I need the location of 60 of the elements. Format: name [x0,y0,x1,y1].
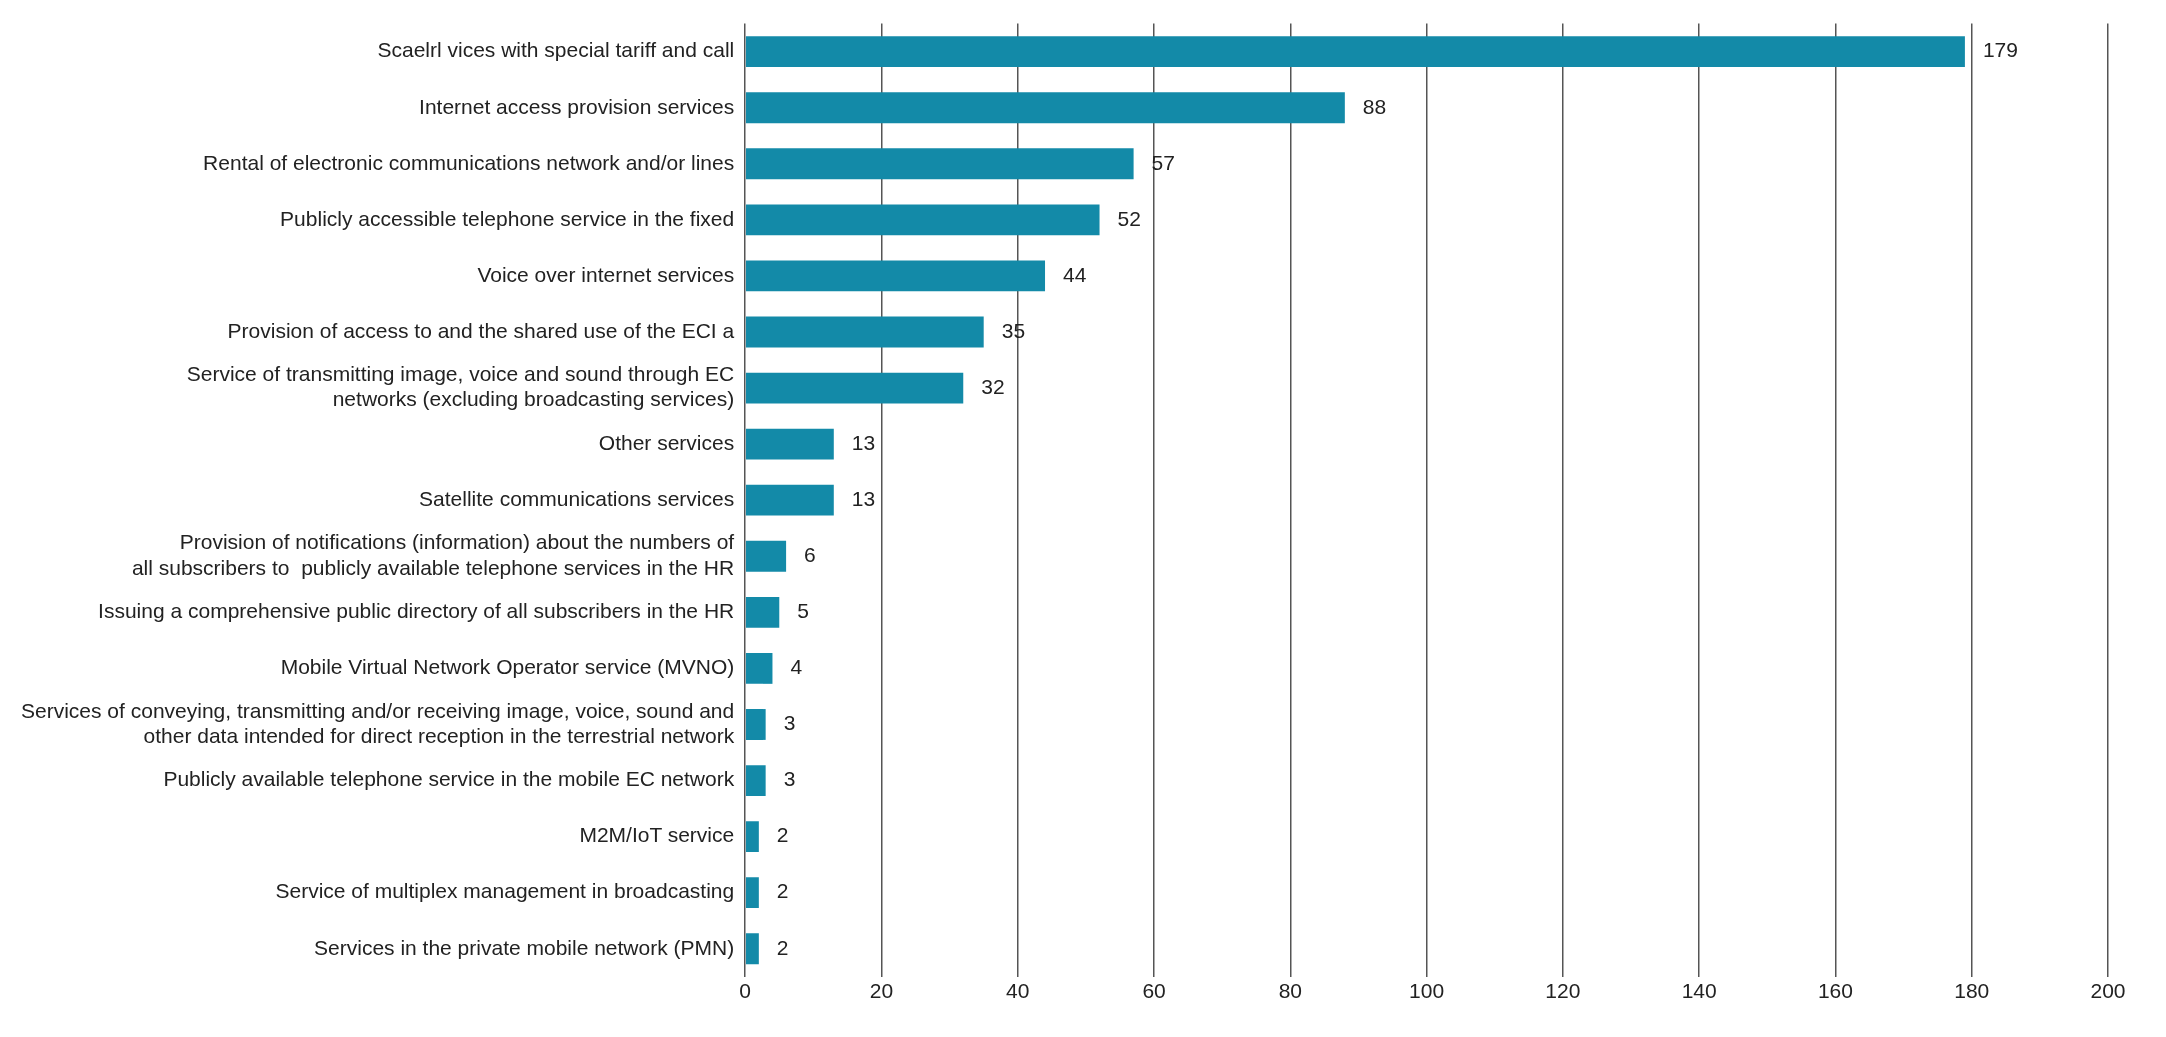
bar [745,484,834,516]
x-tick-label: 80 [1278,979,1303,1003]
y-tick-label: Provision of notifications (information) about the numbers of all subscribers to publicly available telephone services in the HR [131,530,735,579]
data-label: 3 [783,767,796,791]
y-tick-label: Publicly accessible telephone service in the fixed [280,206,735,230]
x-tick-label: 40 [1006,979,1030,1003]
bar [745,596,780,628]
data-label: 32 [981,374,1005,398]
bar [745,316,984,348]
x-tick-label: 120 [1545,979,1581,1003]
data-label: 2 [776,879,789,903]
data-label: 2 [776,823,789,847]
y-tick-label: Services of conveying, transmitting and/or receiving image, voice, sound and other data intended for direct reception in the terrestrial network [20,698,735,747]
y-tick-label: M2M/IoT service [579,823,735,847]
bar [745,765,766,796]
data-label: 4 [790,655,803,679]
bar [745,260,1046,292]
bar [745,428,834,460]
data-label: 13 [851,430,876,454]
x-tick-label: 180 [1954,979,1990,1003]
bar [745,877,759,909]
y-tick-label: Other services [598,430,735,454]
bar [745,709,766,740]
bar [745,372,964,404]
data-label: 179 [1982,38,2018,62]
x-tick-label: 100 [1409,979,1445,1003]
y-tick-label: Service of transmitting image, voice and sound through EC networks (excluding broadcasting services) [186,362,735,411]
x-tick-label: 140 [1681,979,1717,1003]
y-tick-label: Satellite communications services [419,487,735,510]
data-label: 2 [776,935,789,959]
y-tick-label: Rental of electronic communications network and/or lines [203,150,735,174]
x-tick-label: 200 [2090,979,2126,1003]
data-label: 3 [783,711,796,735]
y-tick-label: Services in the private mobile network (PMN) [314,935,735,959]
data-label: 44 [1063,262,1087,286]
y-tick-label: Service of multiplex management in broadcasting [275,879,735,903]
bar [745,540,787,572]
bar [745,204,1100,236]
y-tick-label: Scaelrl vices with special tariff and call [377,38,735,62]
bar [745,92,1345,124]
bar [745,652,773,684]
x-tick-label: 160 [1817,979,1853,1003]
data-label: 52 [1117,206,1141,230]
bar [745,148,1134,180]
y-tick-label: Voice over internet services [477,262,735,286]
data-label: 88 [1362,94,1387,118]
data-label: 13 [851,487,876,510]
bar [745,821,759,853]
data-label: 5 [797,599,809,623]
y-tick-label: Publicly available telephone service in the mobile EC network [163,767,735,791]
y-tick-label: Provision of access to and the shared use of the ECI a [227,318,735,342]
y-tick-label: Issuing a comprehensive public directory of all subscribers in the HR [98,599,735,623]
x-tick-label: 20 [869,979,894,1003]
x-tick-label: 60 [1142,979,1166,1003]
y-tick-label: Mobile Virtual Network Operator service (MVNO) [280,655,735,679]
y-tick-label: Internet access provision services [419,94,735,118]
x-tick-label: 0 [739,979,752,1003]
data-label: 6 [804,543,816,567]
bar [745,933,759,965]
bar [745,36,1965,68]
